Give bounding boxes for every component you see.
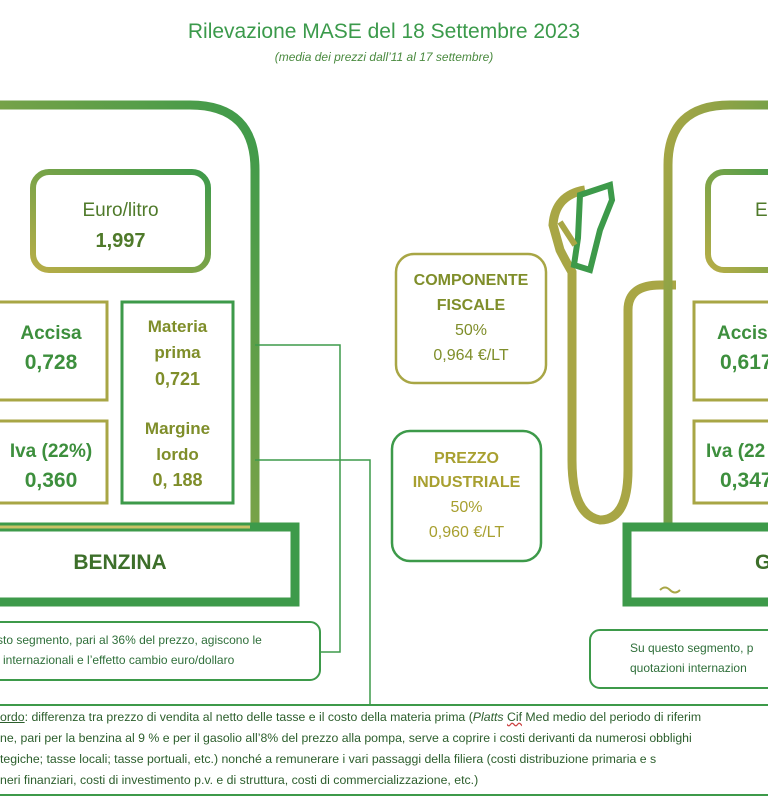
benzina-note: sto segmento, pari al 36% del prezzo, ag… (0, 630, 315, 670)
fiscale-box (394, 252, 548, 385)
gasolio-accisa-value: 0,617 (720, 351, 768, 374)
footer-line-4: neri finanziari, costi di investimento p… (0, 773, 479, 787)
gasolio-accisa-label: Accisa (717, 323, 768, 344)
right-iva-box (692, 419, 768, 505)
footer-line-2: ne, pari per la benzina al 9 % e per il … (0, 731, 692, 745)
gasolio-note-line-2: quotazioni internazion (630, 661, 747, 675)
benzina-accisa-value: 0,728 (24, 351, 78, 374)
footer-platts: Platts (472, 710, 504, 724)
right-pump-display (705, 169, 768, 273)
left-iva-box (0, 419, 109, 505)
left-materia-box (120, 300, 235, 505)
right-note-box (589, 629, 768, 689)
footer-line-1: ordo: differenza tra prezzo di vendita a… (0, 705, 768, 729)
benzina-materia-label-2: prima (154, 343, 201, 362)
fiscale-label-1: COMPONENTE (413, 272, 529, 289)
gasolio-price-label: E (755, 200, 768, 221)
industriale-box (390, 429, 543, 563)
benzina-note-line-2: i internazionali e l’effetto cambio euro… (0, 653, 235, 667)
right-pump-body (663, 100, 768, 525)
fiscale-pct: 50% (454, 322, 488, 339)
page-title: Rilevazione MASE del 18 Settembre 2023 (187, 20, 581, 43)
footer-term: ordo (0, 710, 25, 724)
left-pump-display (30, 169, 211, 273)
benzina-margine-label-1: Margine (144, 419, 211, 438)
footer-line-3: tegiche; tasse locali; tasse portuali, e… (0, 752, 657, 766)
left-pump-body (0, 100, 260, 525)
benzina-accisa-label: Accisa (20, 323, 82, 344)
footer-line-1-text: : differenza tra prezzo di vendita al ne… (24, 710, 473, 724)
benzina-margine-label-2: lordo (156, 445, 199, 464)
gasolio-iva-label: Iva (22 (706, 441, 766, 462)
benzina-margine-value: 0, 188 (152, 470, 203, 490)
benzina-iva-value: 0,360 (24, 469, 78, 492)
right-accisa-box (692, 300, 768, 402)
right-pump-base (622, 522, 768, 607)
industriale-pct: 50% (450, 499, 483, 516)
benzina-price-label: Euro/litro (82, 200, 159, 221)
footer-note: ordo: differenza tra prezzo di vendita a… (0, 705, 768, 795)
benzina-iva-label: Iva (22%) (9, 441, 93, 462)
fiscale-value: 0,964 €/LT (433, 347, 509, 364)
benzina-materia-value: 0,721 (154, 369, 201, 389)
fiscale-label-2: FISCALE (436, 297, 506, 314)
gasolio-note-line-1: Su questo segmento, p (630, 641, 754, 655)
nozzle-icon (548, 185, 676, 525)
left-note-box (0, 621, 321, 681)
industriale-label-1: PREZZO (434, 450, 499, 467)
page-subtitle: (media dei prezzi dall’11 al 17 settembr… (274, 50, 494, 64)
gasolio-base-label: G (755, 551, 768, 574)
benzina-materia-label-1: Materia (147, 317, 208, 336)
benzina-base-label: BENZINA (73, 551, 167, 574)
industriale-value: 0,960 €/LT (428, 524, 505, 541)
gasolio-note: Su questo segmento, p quotazioni interna… (630, 638, 768, 678)
benzina-note-line-1: sto segmento, pari al 36% del prezzo, ag… (0, 633, 262, 647)
footer-cif: Cif (506, 710, 523, 724)
footer-line-1-tail: Med medio del periodo di riferim (522, 710, 702, 724)
left-accisa-box (0, 300, 109, 402)
industriale-label-2: INDUSTRIALE (412, 474, 521, 491)
gasolio-iva-value: 0,347 (720, 469, 768, 492)
benzina-price-value: 1,997 (95, 230, 146, 252)
